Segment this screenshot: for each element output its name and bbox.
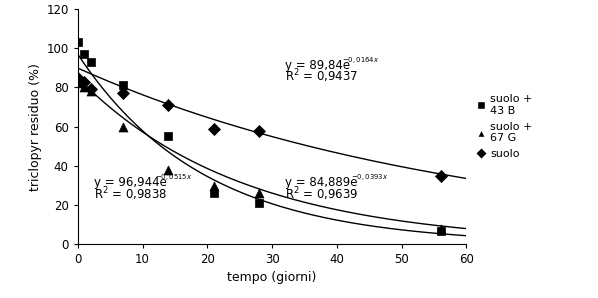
Text: R$^{2}$ = 0,9639: R$^{2}$ = 0,9639 <box>285 186 358 203</box>
Text: $^{-0,0393x}$: $^{-0,0393x}$ <box>351 175 388 184</box>
Text: $^{-0,0164x}$: $^{-0,0164x}$ <box>342 57 379 67</box>
Point <box>86 87 96 92</box>
Point <box>209 126 219 131</box>
Point <box>164 103 173 108</box>
Point <box>118 83 128 88</box>
Point <box>73 40 83 45</box>
Text: R$^{2}$ = 0,9838: R$^{2}$ = 0,9838 <box>94 186 167 203</box>
Y-axis label: triclopyr residuo (%): triclopyr residuo (%) <box>29 63 42 191</box>
Point <box>73 81 83 86</box>
Point <box>86 60 96 64</box>
Point <box>73 75 83 80</box>
Point <box>254 128 264 133</box>
Point <box>436 228 446 233</box>
Point <box>80 85 89 90</box>
Point <box>436 173 446 178</box>
Text: y = 89,84e: y = 89,84e <box>285 59 350 72</box>
Text: R$^{2}$ = 0,9437: R$^{2}$ = 0,9437 <box>285 68 358 86</box>
X-axis label: tempo (giorni): tempo (giorni) <box>227 271 317 284</box>
Point <box>80 52 89 56</box>
Point <box>436 226 446 231</box>
Point <box>164 134 173 139</box>
Point <box>80 79 89 84</box>
Point <box>254 191 264 196</box>
Point <box>254 201 264 206</box>
Point <box>209 183 219 188</box>
Point <box>118 91 128 96</box>
Point <box>118 124 128 129</box>
Text: $^{-0,0515x}$: $^{-0,0515x}$ <box>155 175 193 184</box>
Legend: suolo +
43 B, suolo +
67 G, suolo: suolo + 43 B, suolo + 67 G, suolo <box>476 94 533 159</box>
Point <box>86 89 96 94</box>
Text: y = 96,944e: y = 96,944e <box>94 176 167 190</box>
Point <box>209 191 219 196</box>
Point <box>164 167 173 172</box>
Text: y = 84,889e: y = 84,889e <box>285 176 358 190</box>
